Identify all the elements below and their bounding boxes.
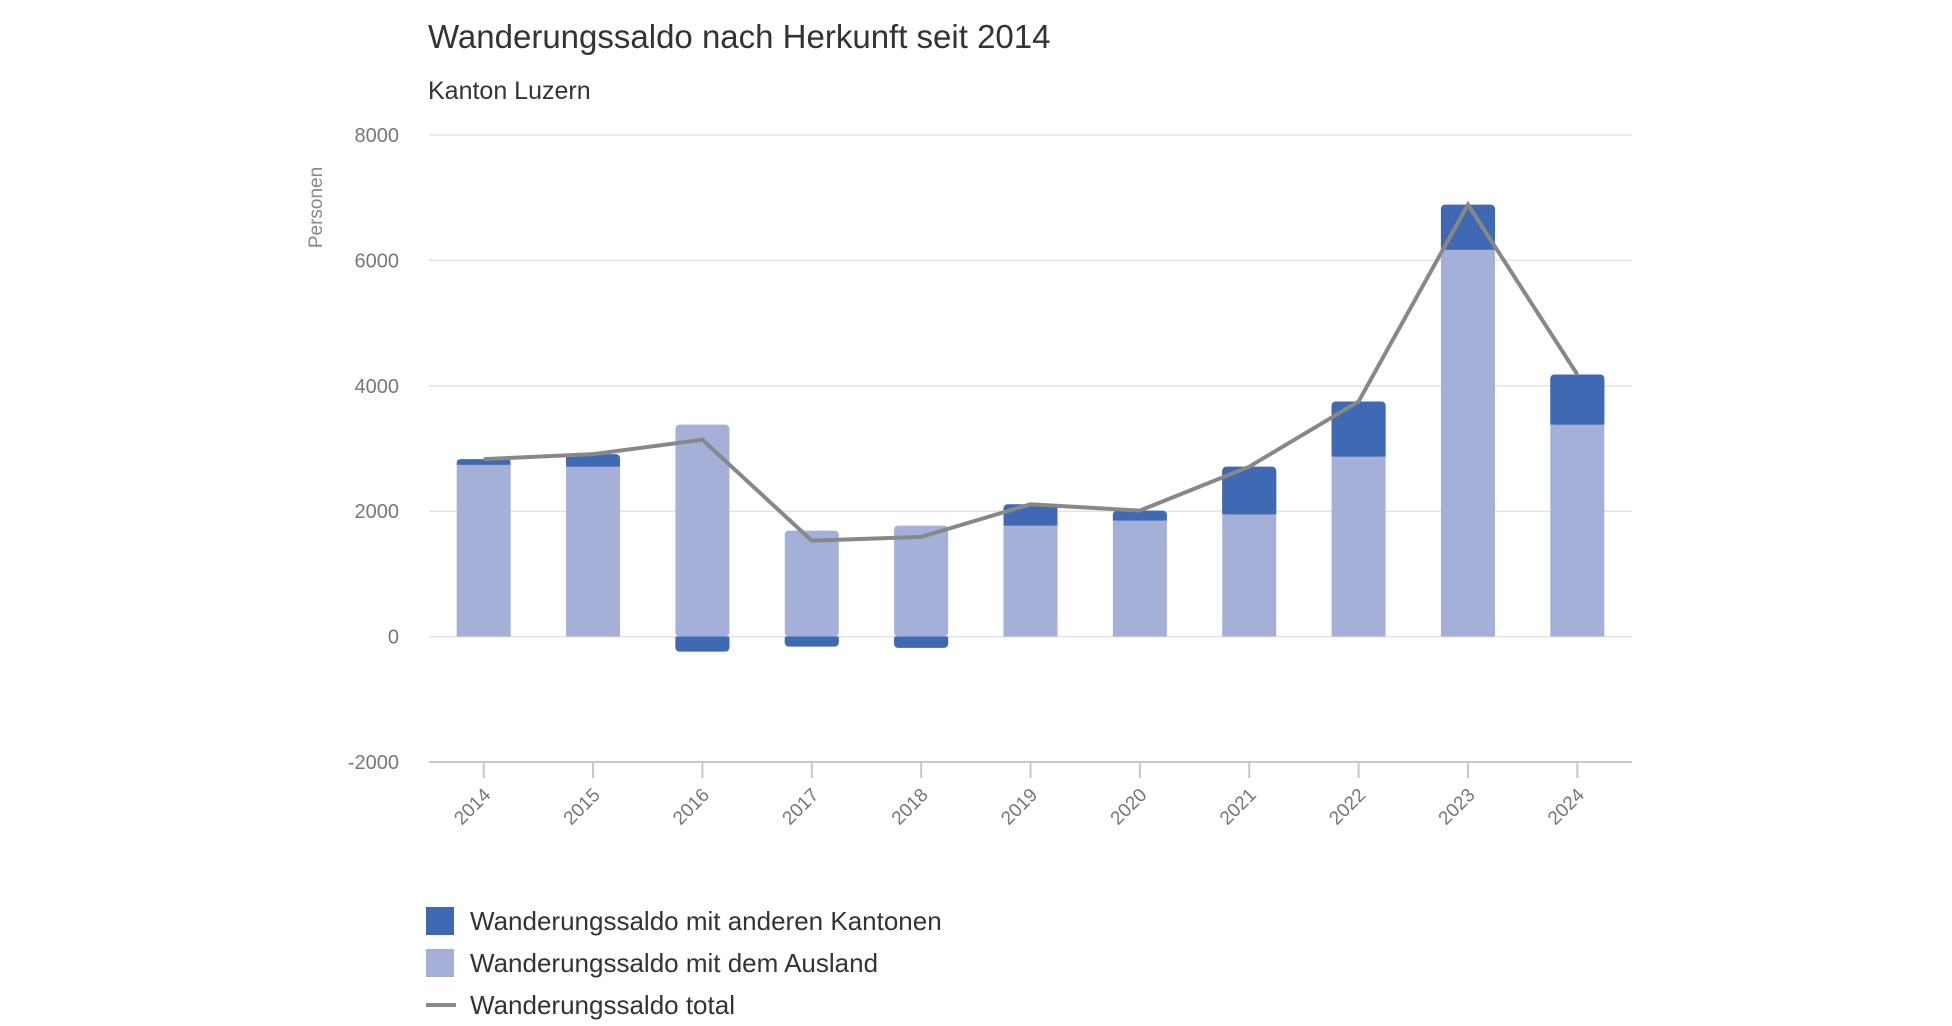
y-axis-label: Personen xyxy=(306,167,327,248)
x-tick-label: 2018 xyxy=(888,785,933,830)
legend-swatch-ausland xyxy=(426,949,454,977)
bar-ausland-2021 xyxy=(1222,514,1276,636)
bar-ausland-2024 xyxy=(1550,425,1604,637)
bar-kantone-fill-2018 xyxy=(894,637,948,644)
x-tick-label: 2019 xyxy=(997,785,1042,830)
bar-ausland-2014 xyxy=(457,465,511,637)
x-tick-label: 2015 xyxy=(560,785,605,830)
legend: Wanderungssaldo mit anderen Kantonen Wan… xyxy=(426,900,942,1026)
bar-kantone-fill-2021 xyxy=(1222,471,1276,515)
bar-ausland-2019 xyxy=(1004,526,1058,637)
x-tick-label: 2014 xyxy=(450,784,495,829)
bar-kantone-fill-2020 xyxy=(1113,515,1167,521)
bar-ausland-2023 xyxy=(1441,250,1495,637)
x-tick-label: 2024 xyxy=(1544,784,1589,829)
x-tick-label: 2020 xyxy=(1107,785,1152,830)
bar-ausland-2020 xyxy=(1113,521,1167,637)
line-total xyxy=(484,205,1578,541)
bar-kantone-fill-2016 xyxy=(675,637,729,648)
legend-item-kantone[interactable]: Wanderungssaldo mit anderen Kantonen xyxy=(426,900,942,942)
bar-kantone-fill-2014 xyxy=(457,463,511,465)
y-tick-label: 8000 xyxy=(355,125,400,147)
y-tick-label: 2000 xyxy=(355,501,400,523)
y-tick-label: 6000 xyxy=(355,250,400,272)
bar-kantone-fill-2017 xyxy=(785,637,839,643)
x-tick-label: 2021 xyxy=(1216,785,1261,830)
y-tick-label: 4000 xyxy=(355,376,400,398)
bar-ausland-2017 xyxy=(785,531,839,637)
bar-ausland-2015 xyxy=(566,467,620,637)
legend-label: Wanderungssaldo total xyxy=(470,990,735,1021)
y-tick-label: -2000 xyxy=(348,752,399,774)
x-tick-label: 2017 xyxy=(779,785,824,830)
x-tick-label: 2023 xyxy=(1435,785,1480,830)
legend-label: Wanderungssaldo mit anderen Kantonen xyxy=(470,906,942,937)
y-tick-label: 0 xyxy=(388,627,399,649)
bar-ausland-2018 xyxy=(894,526,948,637)
x-tick-label: 2016 xyxy=(669,785,714,830)
legend-item-ausland[interactable]: Wanderungssaldo mit dem Ausland xyxy=(426,942,942,984)
bar-ausland-2022 xyxy=(1332,457,1386,637)
x-tick-label: 2022 xyxy=(1325,785,1370,830)
legend-label: Wanderungssaldo mit dem Ausland xyxy=(470,948,878,979)
bar-kantone-fill-2024 xyxy=(1550,379,1604,425)
legend-swatch-kantone xyxy=(426,907,454,935)
bar-kantone-fill-2015 xyxy=(566,458,620,467)
legend-item-total[interactable]: Wanderungssaldo total xyxy=(426,984,942,1026)
bar-kantone-fill-2023 xyxy=(1441,209,1495,250)
legend-swatch-total xyxy=(426,1003,456,1007)
